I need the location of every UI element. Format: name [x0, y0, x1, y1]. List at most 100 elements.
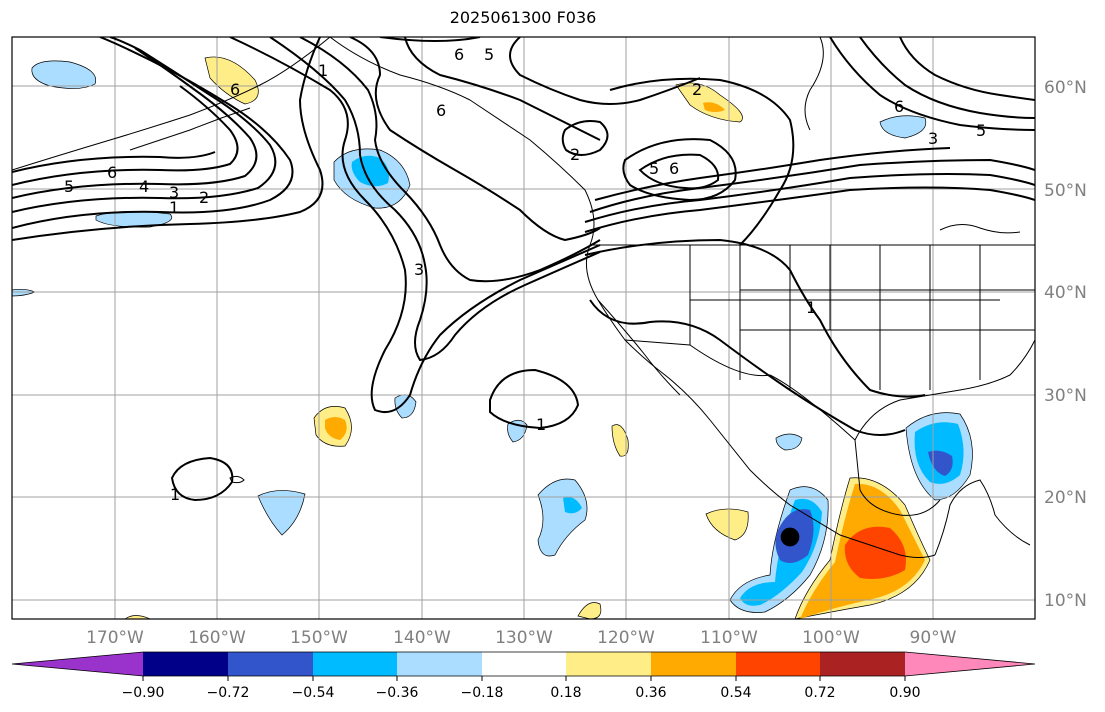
contour-low-3: [638, 153, 720, 190]
colorbar-tick-label: −0.90: [122, 685, 165, 701]
colorbar-tick-label: −0.72: [207, 685, 250, 701]
contour-east-4: [594, 147, 951, 201]
map-title: 2025061300 F036: [449, 8, 597, 27]
lon-label: 90°W: [910, 628, 957, 648]
shaded-fields: [12, 56, 973, 619]
contour-label: 2: [199, 188, 209, 207]
longitude-labels: 170°W 160°W 150°W 140°W 130°W 120°W 110°…: [86, 628, 957, 648]
contour-label: 6: [454, 45, 464, 64]
contour-label: 1: [318, 61, 328, 80]
field-red: [844, 526, 906, 579]
field-gulf-mexico-core: [928, 450, 953, 476]
contour-ne-2: [859, 37, 1035, 119]
contour-ridge-2: [404, 37, 601, 141]
contour-east-3: [589, 158, 1035, 213]
lon-label: 130°W: [495, 628, 553, 648]
contour-ne-1: [829, 37, 1035, 131]
colorbar-tick-label: −0.36: [376, 685, 419, 701]
field-blue-hawaii: [257, 490, 306, 536]
lon-label: 170°W: [86, 628, 144, 648]
colorbar-tick-label: 0.18: [550, 685, 581, 701]
contour-label: 6: [669, 159, 679, 178]
aleutians: [129, 107, 251, 151]
lon-label: 100°W: [802, 628, 860, 648]
contour-label: 1: [169, 198, 179, 217]
field-blue-mid: [537, 478, 588, 557]
hawaii: [229, 475, 245, 484]
colorbar-segment: [313, 652, 397, 676]
colorbar-segment: [651, 652, 736, 676]
contour-trough-2: [229, 37, 601, 414]
contour-labels: 6 5 1 2 6 5 6 4 3 1 2 5 6 2 6 5 3 1 1 1 …: [64, 45, 986, 504]
contour-label: 4: [139, 177, 149, 196]
colorbar: −0.90 −0.72 −0.54 −0.36 −0.18 0.18 0.36 …: [11, 651, 1036, 701]
contour-ridge-1: [379, 37, 481, 42]
coast-baja: [597, 299, 681, 396]
contour-1-small: [489, 368, 580, 430]
alaska-coast: [12, 37, 331, 171]
contour-low-2: [622, 138, 737, 202]
coast-gulf: [854, 339, 1035, 441]
contour-label: 3: [414, 260, 424, 279]
colorbar-extend-max: [905, 652, 1035, 676]
colorbar-segment: [482, 652, 566, 676]
contour-low-1: [561, 120, 609, 156]
coast-mexico-gulf: [854, 439, 941, 516]
lon-label: 140°W: [393, 628, 451, 648]
lon-label: 120°W: [597, 628, 655, 648]
field-orange-canada: [703, 102, 725, 112]
colorbar-tick-label: −0.18: [461, 685, 504, 701]
contour-1-sw: [584, 238, 926, 398]
colorbar-segment: [736, 652, 820, 676]
contour-label: 5: [976, 121, 986, 140]
contours: [12, 37, 1035, 502]
contour-label: 1: [536, 415, 546, 434]
contour-big-ridge: [609, 77, 795, 246]
latitude-labels: 60°N 50°N 40°N 30°N 20°N 10°N: [1044, 78, 1087, 611]
colorbar-tick-label: 0.90: [889, 685, 920, 701]
lat-label: 40°N: [1044, 283, 1087, 303]
field-yellow-sw-mexico: [705, 508, 749, 541]
contour-trough-3: [269, 37, 601, 362]
contour-label: 5: [649, 159, 659, 178]
contour-label: 1: [170, 485, 180, 504]
field-blue-mid-core: [563, 497, 582, 514]
contour-ne-3: [899, 37, 1035, 101]
contour-label: 6: [894, 97, 904, 116]
contour-c: [12, 47, 258, 199]
lat-label: 10°N: [1044, 591, 1087, 611]
us-state-lines: [689, 245, 1035, 390]
field-ne-pacific-blue: [31, 60, 97, 89]
contour-label: 2: [692, 80, 702, 99]
colorbar-segment: [397, 652, 482, 676]
colorbar-tick-label: 0.72: [804, 685, 835, 701]
colorbar-segment: [228, 652, 313, 676]
contour-trough-1: [12, 37, 324, 241]
colorbar-segment: [566, 652, 651, 676]
contour-label: 3: [169, 183, 179, 202]
lat-label: 50°N: [1044, 181, 1087, 201]
great-lakes: [939, 224, 1021, 234]
field-orange-pacific: [325, 417, 347, 440]
lat-label: 60°N: [1044, 78, 1087, 98]
colorbar-tick-label: 0.36: [635, 685, 666, 701]
contour-1-hawaii: [170, 456, 234, 502]
coast-north-america: [329, 37, 936, 558]
lon-label: 110°W: [700, 628, 758, 648]
lon-label: 150°W: [290, 628, 348, 648]
contour-label: 6: [107, 163, 117, 182]
hudson-bay: [804, 37, 824, 131]
colorbar-tick-label: −0.54: [292, 685, 335, 701]
contour-d: [12, 85, 239, 186]
contour-trough-5: [349, 37, 601, 242]
contour-label: 1: [806, 298, 816, 317]
colorbar-extend-min: [12, 652, 143, 676]
field-blue-mexico-small: [775, 433, 803, 451]
lat-label: 20°N: [1044, 488, 1087, 508]
contour-label: 3: [928, 129, 938, 148]
contour-trough-4: [299, 37, 601, 283]
contour-e: [12, 151, 216, 173]
contour-1-mid: [589, 299, 906, 436]
border-us-mexico: [624, 339, 856, 441]
